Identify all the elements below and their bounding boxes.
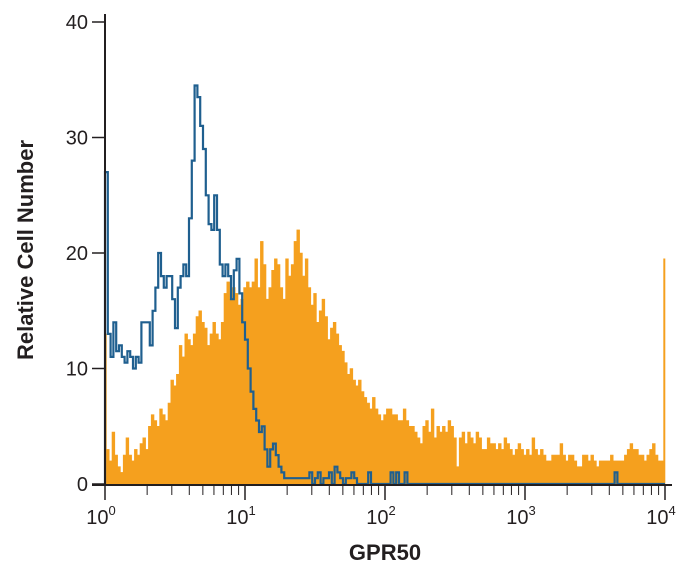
x-tick-label: 102	[366, 503, 395, 529]
y-axis: 0 10 20 30 40	[66, 12, 106, 496]
x-ticks: 100 101 102 103 104	[86, 486, 676, 529]
y-tick-label: 20	[66, 243, 88, 265]
x-axis: 100 101 102 103 104	[86, 484, 676, 529]
y-tick-label: 0	[77, 474, 88, 496]
x-tick-label: 103	[506, 503, 535, 529]
x-axis-title: GPR50	[349, 540, 421, 565]
x-tick-label: 101	[226, 503, 255, 529]
y-tick-label: 10	[66, 359, 88, 381]
x-tick-label: 100	[86, 503, 115, 529]
y-axis-title: Relative Cell Number	[13, 140, 38, 361]
y-tick-label: 40	[66, 12, 88, 34]
plot-area	[103, 84, 666, 486]
gpr50-stained-histogram	[104, 229, 666, 485]
y-tick-label: 30	[66, 128, 88, 150]
y-ticks: 0 10 20 30 40	[66, 12, 105, 496]
x-tick-label: 104	[646, 503, 675, 529]
